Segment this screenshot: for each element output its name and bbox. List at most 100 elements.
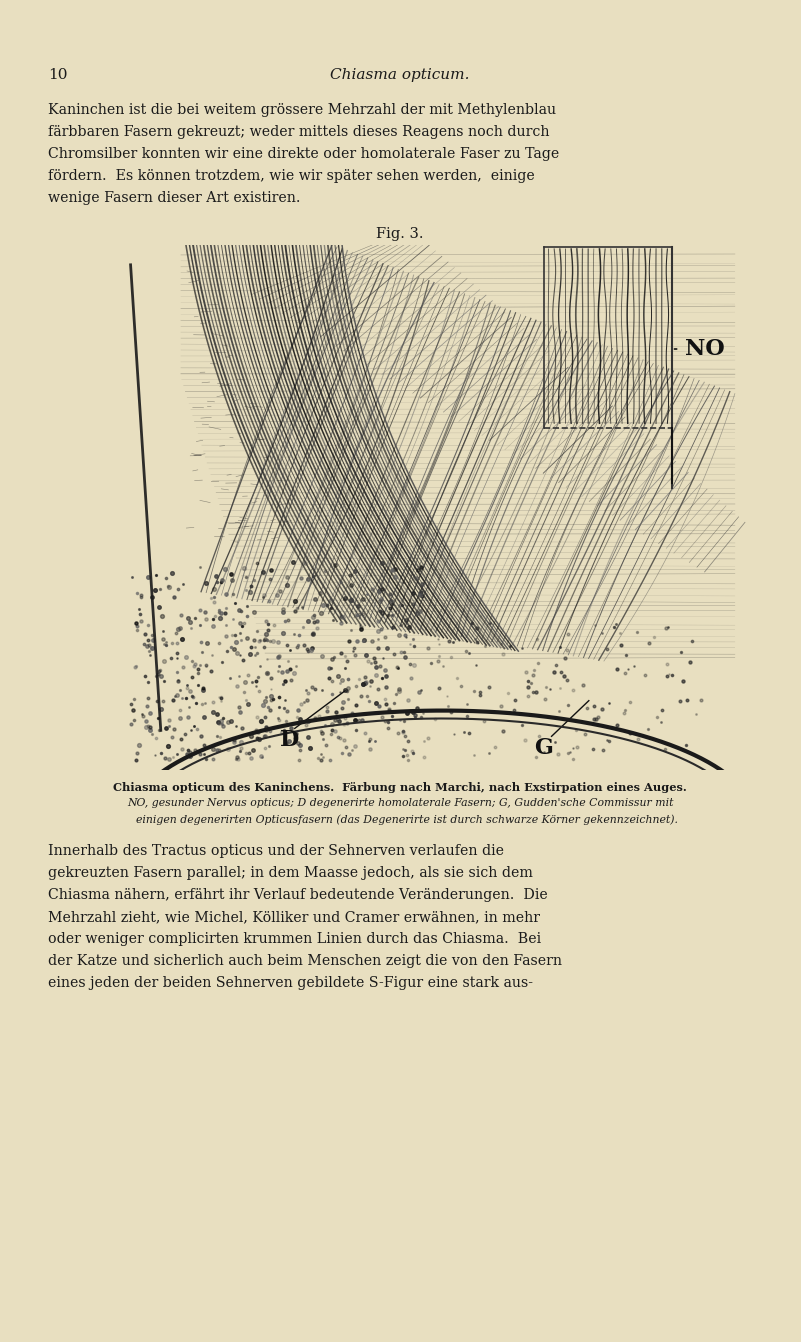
Point bbox=[324, 597, 337, 619]
Point bbox=[408, 655, 421, 676]
Point bbox=[376, 603, 388, 624]
Point bbox=[294, 566, 307, 588]
Point bbox=[374, 619, 387, 640]
Point bbox=[198, 706, 211, 727]
Point bbox=[260, 717, 273, 738]
Point bbox=[618, 663, 631, 684]
Point bbox=[460, 640, 473, 662]
Point bbox=[143, 633, 155, 655]
Point bbox=[602, 730, 615, 752]
Point bbox=[143, 719, 156, 741]
Point bbox=[308, 604, 320, 625]
Point bbox=[576, 675, 589, 696]
Point bbox=[348, 644, 361, 666]
Point bbox=[208, 605, 221, 627]
Point bbox=[509, 690, 521, 711]
Point bbox=[388, 644, 400, 666]
Point bbox=[130, 749, 143, 770]
Point bbox=[290, 636, 303, 658]
Point bbox=[302, 640, 315, 662]
Point bbox=[139, 666, 151, 687]
Point bbox=[525, 672, 537, 694]
Point bbox=[273, 709, 286, 730]
Point bbox=[175, 687, 188, 709]
Point bbox=[262, 613, 275, 635]
Point bbox=[677, 670, 690, 691]
Point bbox=[256, 586, 269, 608]
Point bbox=[403, 616, 416, 637]
Point bbox=[553, 701, 566, 722]
Point bbox=[235, 717, 248, 738]
Point bbox=[312, 747, 324, 769]
Point bbox=[272, 647, 284, 668]
Point bbox=[252, 666, 265, 687]
Point bbox=[341, 676, 354, 698]
Point bbox=[320, 701, 333, 722]
Point bbox=[372, 611, 384, 632]
Point bbox=[602, 692, 615, 714]
Point bbox=[284, 639, 296, 660]
Point bbox=[369, 656, 382, 678]
Point bbox=[139, 710, 152, 731]
Point bbox=[392, 722, 405, 743]
Point bbox=[235, 738, 248, 760]
Point bbox=[166, 562, 179, 584]
Point bbox=[463, 643, 476, 664]
Point bbox=[344, 564, 356, 585]
Point bbox=[336, 607, 349, 628]
Point bbox=[175, 738, 188, 760]
Point bbox=[289, 723, 302, 745]
Point bbox=[346, 702, 359, 723]
Point bbox=[418, 730, 431, 752]
Point bbox=[155, 742, 167, 764]
Point bbox=[451, 667, 464, 688]
Point bbox=[174, 679, 187, 701]
Point bbox=[181, 706, 194, 727]
Point bbox=[521, 670, 534, 691]
Point bbox=[558, 647, 571, 668]
Text: Chiasma nähern, erfährt ihr Verlauf bedeutende Veränderungen.  Die: Chiasma nähern, erfährt ihr Verlauf bede… bbox=[48, 888, 548, 902]
Text: Fig. 3.: Fig. 3. bbox=[376, 227, 424, 242]
Point bbox=[246, 671, 259, 692]
Point bbox=[474, 684, 487, 706]
Point bbox=[260, 629, 273, 651]
Point bbox=[193, 600, 206, 621]
Point bbox=[189, 654, 202, 675]
Point bbox=[141, 629, 154, 651]
Point bbox=[332, 710, 345, 731]
Point bbox=[240, 628, 253, 650]
Point bbox=[658, 738, 671, 760]
Point bbox=[543, 679, 556, 701]
Point bbox=[257, 725, 270, 746]
Point bbox=[131, 742, 143, 764]
Point bbox=[264, 569, 276, 590]
Point bbox=[229, 593, 242, 615]
Text: Innerhalb des Tractus opticus und der Sehnerven verlaufen die: Innerhalb des Tractus opticus und der Se… bbox=[48, 844, 504, 858]
Point bbox=[264, 560, 277, 581]
Point bbox=[346, 640, 359, 662]
Point bbox=[189, 608, 202, 629]
Point bbox=[293, 739, 306, 761]
Point bbox=[299, 679, 312, 701]
Point bbox=[137, 706, 150, 727]
Point bbox=[193, 742, 206, 764]
Point bbox=[299, 552, 312, 573]
Point bbox=[212, 713, 225, 734]
Point bbox=[265, 667, 278, 688]
Point bbox=[186, 651, 199, 672]
Point bbox=[128, 688, 141, 710]
Point bbox=[194, 655, 207, 676]
Point bbox=[357, 674, 370, 695]
Point bbox=[319, 560, 332, 581]
Point bbox=[264, 699, 276, 721]
Point bbox=[305, 624, 318, 646]
Point bbox=[332, 726, 344, 747]
Point bbox=[257, 561, 270, 582]
Point bbox=[195, 726, 207, 747]
Point bbox=[253, 727, 266, 749]
Point bbox=[278, 698, 291, 719]
Point bbox=[272, 646, 285, 667]
Point bbox=[630, 621, 643, 643]
Point bbox=[388, 558, 401, 580]
Point bbox=[322, 667, 335, 688]
